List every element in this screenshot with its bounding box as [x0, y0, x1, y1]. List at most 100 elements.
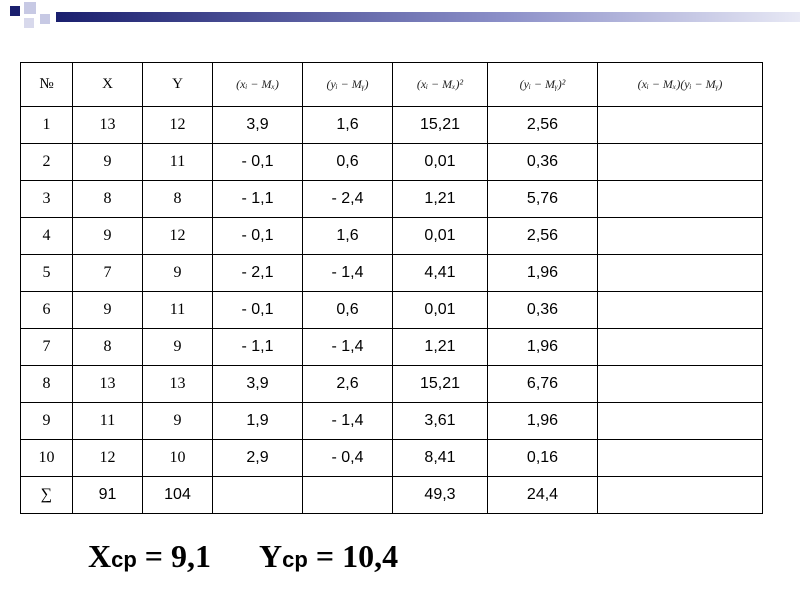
table-cell: 6 — [20, 291, 73, 329]
table-cell: 9 — [142, 328, 213, 366]
table-cell: 24,4 — [487, 476, 598, 514]
mean-var: Y — [259, 538, 283, 574]
table-cell: 10 — [142, 439, 213, 477]
mean-var: X — [88, 538, 112, 574]
table-cell: 49,3 — [392, 476, 488, 514]
table-cell: ∑ — [20, 476, 73, 514]
table-cell — [597, 291, 763, 329]
table-cell: 8,41 — [392, 439, 488, 477]
table-cell — [597, 254, 763, 292]
table-cell — [597, 439, 763, 477]
table-row: ∑ 91 104 49,3 24,4 — [20, 476, 763, 514]
table-cell: 0,01 — [392, 291, 488, 329]
table-cell: - 1,1 — [212, 180, 303, 218]
mean-value: Xср = 9,1 — [88, 538, 211, 575]
table-cell: 4 — [20, 217, 73, 255]
table-cell: - 0,1 — [212, 217, 303, 255]
column-header: № — [20, 62, 73, 107]
table-cell: 0,16 — [487, 439, 598, 477]
table-cell: 1,6 — [302, 106, 393, 144]
mean-sub: ср — [282, 547, 308, 572]
table-cell: 1,96 — [487, 254, 598, 292]
table-cell: 13 — [72, 365, 143, 403]
table-cell: 0,6 — [302, 143, 393, 181]
table-cell: 1,6 — [302, 217, 393, 255]
table-cell: 2 — [20, 143, 73, 181]
table-cell: 10 — [20, 439, 73, 477]
table-cell: 7 — [20, 328, 73, 366]
decor-bar — [10, 2, 800, 28]
table-cell: 11 — [142, 143, 213, 181]
table-cell: 15,21 — [392, 365, 488, 403]
table-cell — [597, 143, 763, 181]
column-header: (yᵢ − Mᵧ)² — [487, 62, 598, 107]
table-cell: 15,21 — [392, 106, 488, 144]
table-cell — [212, 476, 303, 514]
table-cell: 1,96 — [487, 328, 598, 366]
table-cell: 9 — [20, 402, 73, 440]
table-cell: 0,36 — [487, 143, 598, 181]
table-cell — [597, 476, 763, 514]
table-cell: 91 — [72, 476, 143, 514]
column-header: (xᵢ − Mₓ)² — [392, 62, 488, 107]
table-row: 4 9 12- 0,1 1,6 0,01 2,56 — [20, 217, 763, 255]
table-cell: - 0,1 — [212, 291, 303, 329]
table-cell: 1,21 — [392, 180, 488, 218]
table-cell: - 2,1 — [212, 254, 303, 292]
table-cell: 5 — [20, 254, 73, 292]
mean-value: Yср = 10,4 — [259, 538, 398, 575]
table-cell: 5,76 — [487, 180, 598, 218]
column-header: (yᵢ − Mᵧ) — [302, 62, 393, 107]
table-cell: 1,21 — [392, 328, 488, 366]
table-cell: 7 — [72, 254, 143, 292]
column-header: (xᵢ − Mₓ)(yᵢ − Mᵧ) — [597, 62, 763, 107]
table-cell: 12 — [72, 439, 143, 477]
table-cell: - 0,1 — [212, 143, 303, 181]
table-cell: 4,41 — [392, 254, 488, 292]
table-cell: 0,36 — [487, 291, 598, 329]
data-table: № X Y (xᵢ − Mₓ) (yᵢ − Mᵧ) (xᵢ − Mₓ)² (yᵢ − Mᵧ)… — [20, 62, 763, 514]
table-row: 8 13 13 3,9 2,6 15,21 6,76 — [20, 365, 763, 403]
table-cell: 2,56 — [487, 217, 598, 255]
mean-number: = 10,4 — [315, 538, 399, 574]
table-cell: 12 — [142, 106, 213, 144]
table-cell: 1,96 — [487, 402, 598, 440]
table-cell: 8 — [72, 328, 143, 366]
table-cell: - 1,4 — [302, 328, 393, 366]
table-cell: 1 — [20, 106, 73, 144]
table-row: 9 11 9 1,9- 1,4 3,61 1,96 — [20, 402, 763, 440]
table-body: 1 13 12 3,9 1,6 15,21 2,56 2 9 11- 0,1 0,6 0,01 0,36… — [20, 106, 763, 514]
table-cell: 104 — [142, 476, 213, 514]
table-cell: 3 — [20, 180, 73, 218]
table-cell: - 1,4 — [302, 254, 393, 292]
table-cell: - 2,4 — [302, 180, 393, 218]
table-cell: 1,9 — [212, 402, 303, 440]
table-cell: 9 — [142, 254, 213, 292]
table-row: 1 13 12 3,9 1,6 15,21 2,56 — [20, 106, 763, 144]
table-cell: - 0,4 — [302, 439, 393, 477]
table-cell: 2,6 — [302, 365, 393, 403]
table-cell — [597, 402, 763, 440]
table-cell — [597, 365, 763, 403]
table-row: 10 12 10 2,9- 0,4 8,41 0,16 — [20, 439, 763, 477]
table-cell — [302, 476, 393, 514]
column-header: X — [72, 62, 143, 107]
table-cell: 3,9 — [212, 106, 303, 144]
table-cell — [597, 106, 763, 144]
table-cell: 13 — [142, 365, 213, 403]
mean-number: = 9,1 — [144, 538, 212, 574]
table-cell: 12 — [142, 217, 213, 255]
table-row: 2 9 11- 0,1 0,6 0,01 0,36 — [20, 143, 763, 181]
table-cell: 6,76 — [487, 365, 598, 403]
table-cell: 2,9 — [212, 439, 303, 477]
table-cell: 0,01 — [392, 217, 488, 255]
table-cell: 8 — [72, 180, 143, 218]
table-cell: 9 — [72, 217, 143, 255]
table-cell: 11 — [72, 402, 143, 440]
table-cell: 9 — [72, 291, 143, 329]
table-cell: - 1,4 — [302, 402, 393, 440]
